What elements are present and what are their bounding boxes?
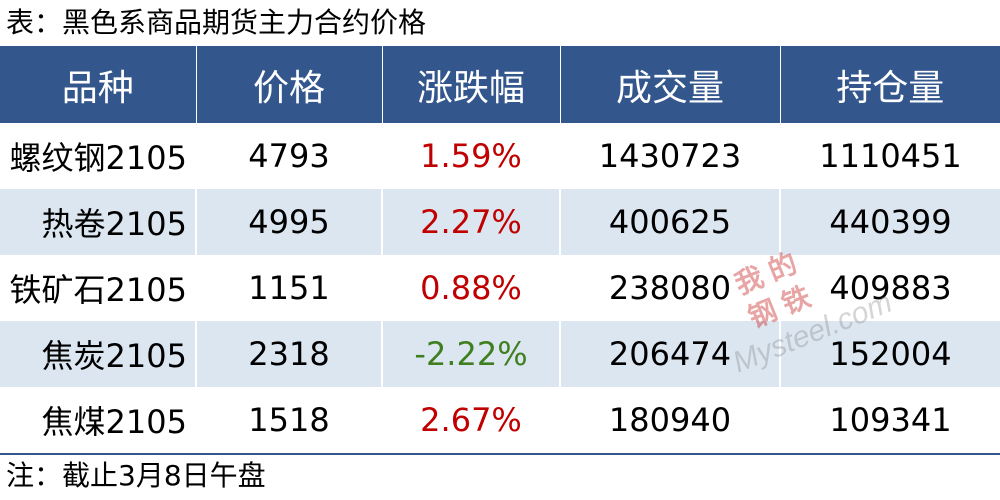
change-cell: -2.22% (382, 321, 561, 387)
footnote: 注：截止3月8日午盘 (6, 459, 266, 492)
change-cell: 0.88% (382, 255, 561, 321)
price-cell: 2318 (196, 321, 383, 387)
open-interest-cell: 440399 (780, 189, 1000, 255)
table-row: 热卷2105 4995 2.27% 400625 440399 (0, 189, 1000, 255)
table-bottom-rule (0, 453, 1000, 455)
variety-cell: 焦煤2105 (0, 387, 197, 453)
open-interest-cell: 152004 (780, 321, 1000, 387)
open-interest-cell: 409883 (780, 255, 1000, 321)
open-interest-cell: 1110451 (780, 123, 1000, 189)
variety-cell: 热卷2105 (0, 189, 197, 255)
variety-cell: 铁矿石2105 (0, 255, 197, 321)
volume-cell: 180940 (560, 387, 781, 453)
futures-price-table: 品种 价格 涨跌幅 成交量 持仓量 螺纹钢2105 4793 1.59% 143… (0, 46, 1000, 453)
open-interest-cell: 109341 (780, 387, 1000, 453)
header-open-interest: 持仓量 (780, 46, 1000, 123)
header-price: 价格 (196, 46, 383, 123)
price-cell: 4793 (196, 123, 383, 189)
change-cell: 2.67% (382, 387, 561, 453)
volume-cell: 238080 (560, 255, 781, 321)
header-change: 涨跌幅 (382, 46, 561, 123)
variety-cell: 螺纹钢2105 (0, 123, 197, 189)
table-row: 焦煤2105 1518 2.67% 180940 109341 (0, 387, 1000, 453)
price-cell: 1151 (196, 255, 383, 321)
table-row: 焦炭2105 2318 -2.22% 206474 152004 (0, 321, 1000, 387)
table-row: 螺纹钢2105 4793 1.59% 1430723 1110451 (0, 123, 1000, 189)
price-cell: 1518 (196, 387, 383, 453)
volume-cell: 1430723 (560, 123, 781, 189)
table-row: 铁矿石2105 1151 0.88% 238080 409883 (0, 255, 1000, 321)
header-variety: 品种 (0, 46, 197, 123)
table-header-row: 品种 价格 涨跌幅 成交量 持仓量 (0, 46, 1000, 123)
variety-cell: 焦炭2105 (0, 321, 197, 387)
change-cell: 1.59% (382, 123, 561, 189)
header-volume: 成交量 (560, 46, 781, 123)
table-title: 表：黑色系商品期货主力合约价格 (6, 6, 427, 39)
price-cell: 4995 (196, 189, 383, 255)
volume-cell: 400625 (560, 189, 781, 255)
change-cell: 2.27% (382, 189, 561, 255)
volume-cell: 206474 (560, 321, 781, 387)
